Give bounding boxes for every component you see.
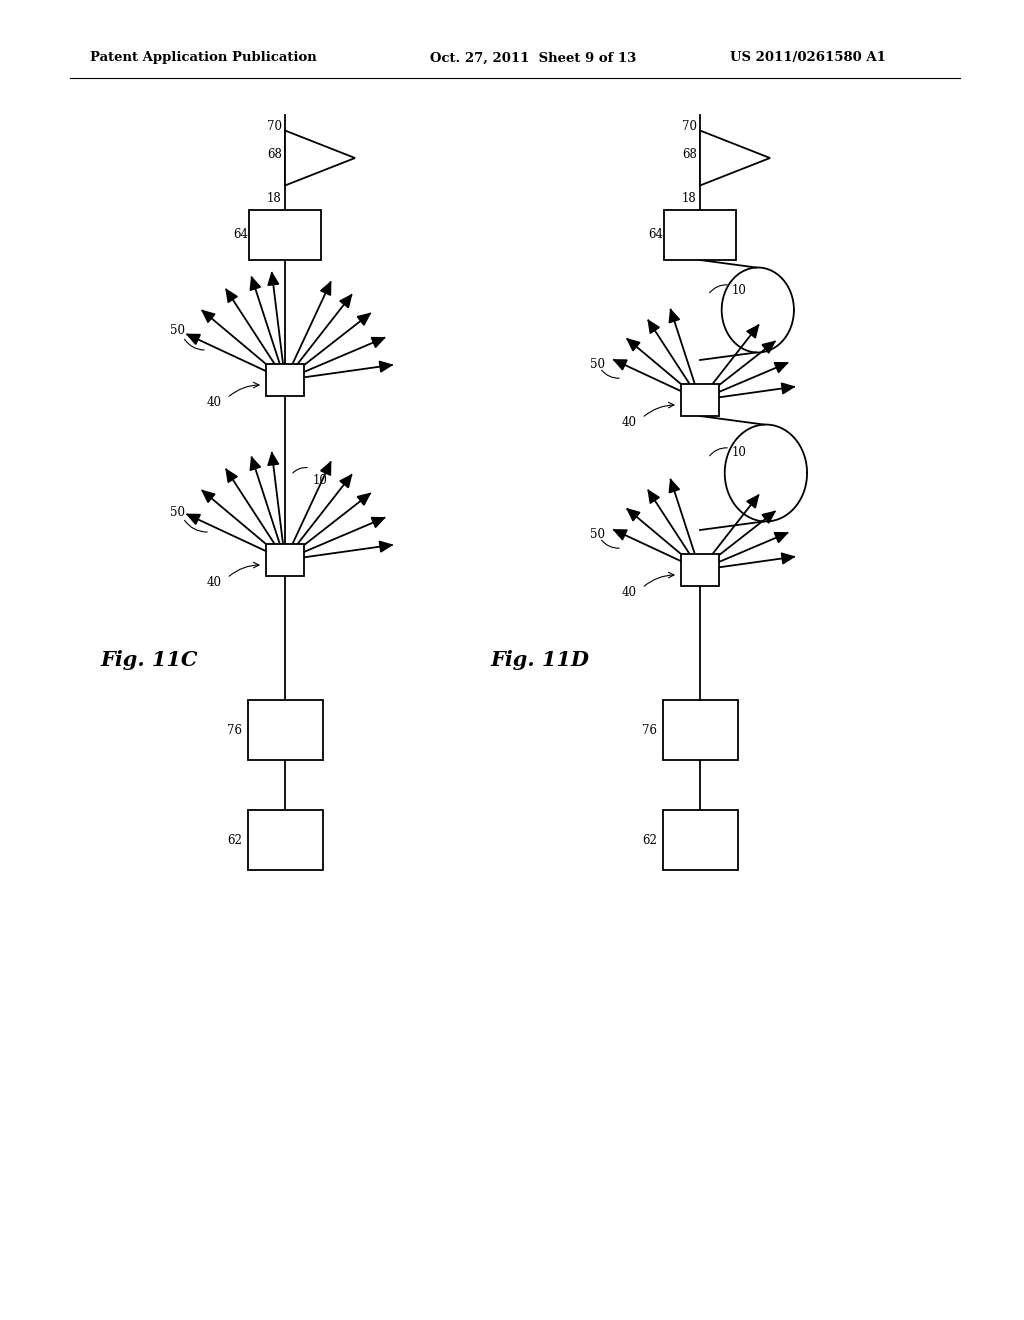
Polygon shape <box>700 131 770 186</box>
Polygon shape <box>614 529 627 540</box>
Polygon shape <box>226 470 238 482</box>
Text: Fig. 11D: Fig. 11D <box>490 649 589 671</box>
Text: 68: 68 <box>267 149 282 161</box>
Text: 50: 50 <box>170 506 185 519</box>
Text: 68: 68 <box>682 149 697 161</box>
Bar <box>249 210 321 260</box>
Polygon shape <box>670 479 680 492</box>
Text: 10: 10 <box>732 446 746 459</box>
Polygon shape <box>203 491 215 503</box>
Text: 70: 70 <box>682 120 697 133</box>
Polygon shape <box>372 517 384 528</box>
Polygon shape <box>268 273 279 285</box>
Polygon shape <box>774 532 787 543</box>
Polygon shape <box>781 553 794 564</box>
Polygon shape <box>340 294 351 308</box>
Text: 18: 18 <box>682 191 696 205</box>
Polygon shape <box>762 512 775 523</box>
Polygon shape <box>781 383 794 393</box>
Text: Fig. 11C: Fig. 11C <box>100 649 198 671</box>
Text: 76: 76 <box>227 723 242 737</box>
Polygon shape <box>379 362 392 372</box>
Text: Oct. 27, 2011  Sheet 9 of 13: Oct. 27, 2011 Sheet 9 of 13 <box>430 51 636 65</box>
Text: 10: 10 <box>313 474 328 487</box>
Polygon shape <box>774 363 787 372</box>
Text: 64: 64 <box>648 228 663 242</box>
Polygon shape <box>187 334 201 345</box>
Polygon shape <box>372 338 384 347</box>
Text: 10: 10 <box>732 284 746 297</box>
Polygon shape <box>648 321 659 334</box>
Bar <box>664 210 736 260</box>
Polygon shape <box>746 495 759 508</box>
Text: 40: 40 <box>207 396 222 408</box>
Polygon shape <box>187 515 201 524</box>
Text: 76: 76 <box>642 723 657 737</box>
Polygon shape <box>268 453 279 466</box>
Polygon shape <box>226 289 238 302</box>
Text: 50: 50 <box>170 323 185 337</box>
Text: 40: 40 <box>622 586 637 598</box>
Text: 64: 64 <box>233 228 248 242</box>
Text: 62: 62 <box>642 833 656 846</box>
Text: 40: 40 <box>207 576 222 589</box>
Polygon shape <box>379 541 392 552</box>
Text: 62: 62 <box>227 833 242 846</box>
Bar <box>663 810 737 870</box>
Text: 70: 70 <box>267 120 282 133</box>
Bar <box>266 544 304 576</box>
Polygon shape <box>628 510 640 521</box>
Polygon shape <box>648 490 659 503</box>
Text: 50: 50 <box>590 359 605 371</box>
Polygon shape <box>357 314 370 325</box>
Bar <box>681 384 719 416</box>
Polygon shape <box>628 339 640 351</box>
Text: 50: 50 <box>590 528 605 541</box>
Bar <box>248 810 323 870</box>
Text: 40: 40 <box>622 416 637 429</box>
Text: Patent Application Publication: Patent Application Publication <box>90 51 316 65</box>
Polygon shape <box>670 310 680 322</box>
Polygon shape <box>285 131 355 186</box>
Bar <box>266 364 304 396</box>
Polygon shape <box>357 494 370 506</box>
Bar <box>663 700 737 760</box>
Polygon shape <box>340 475 351 487</box>
Polygon shape <box>614 360 627 370</box>
Polygon shape <box>321 462 331 475</box>
Polygon shape <box>762 342 775 354</box>
Polygon shape <box>746 325 759 338</box>
Text: 18: 18 <box>267 191 282 205</box>
Polygon shape <box>250 457 260 470</box>
Text: US 2011/0261580 A1: US 2011/0261580 A1 <box>730 51 886 65</box>
Polygon shape <box>321 282 331 296</box>
Bar <box>248 700 323 760</box>
Polygon shape <box>203 310 215 322</box>
Polygon shape <box>250 277 260 290</box>
Bar <box>681 554 719 586</box>
